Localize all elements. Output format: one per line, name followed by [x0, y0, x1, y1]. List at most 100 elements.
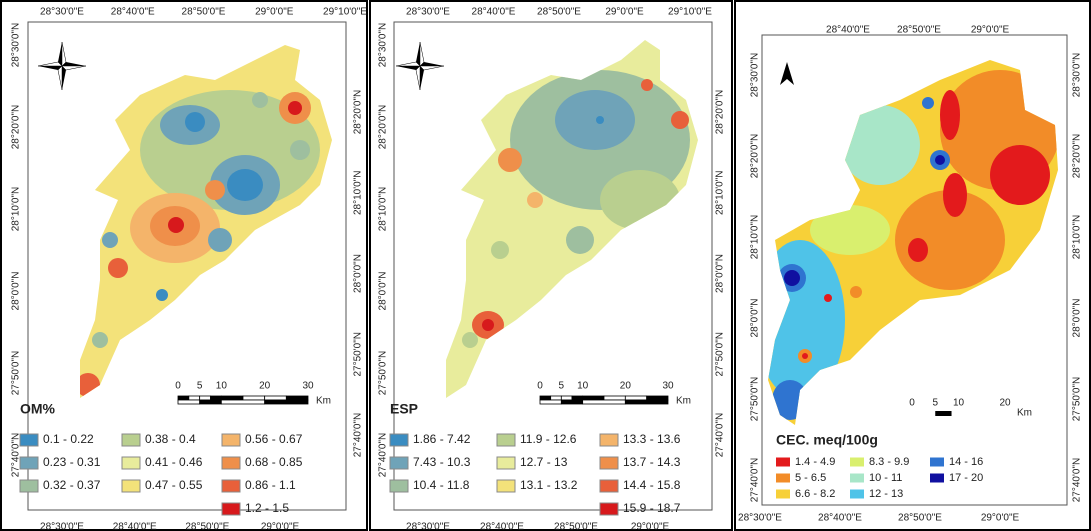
legend-swatch: [121, 479, 141, 493]
legend-swatch: [19, 433, 39, 447]
longitude-label: 29°0'0"E: [261, 522, 300, 531]
legend-label: 5 - 6.5: [795, 472, 826, 484]
longitude-label: 29°0'0"E: [971, 25, 1010, 36]
compass-rose: [395, 41, 445, 91]
scale-segment: [242, 395, 266, 401]
latitude-label: 28°10'0"N: [353, 171, 364, 216]
scale-segment: [539, 395, 552, 401]
legend-swatch: [221, 479, 241, 493]
longitude-label: 28°30'0"E: [738, 513, 782, 524]
latitude-label: 28°30'0"N: [378, 23, 389, 68]
legend-label: 0.23 - 0.31: [43, 455, 101, 469]
legend-label: 14.4 - 15.8: [623, 478, 681, 492]
legend-swatch: [19, 456, 39, 470]
legend-swatch: [850, 473, 864, 483]
legend-label: 13.3 - 13.6: [623, 432, 681, 446]
legend-swatch: [389, 456, 409, 470]
legend-label: 14 - 16: [949, 456, 983, 468]
legend-label: 0.86 - 1.1: [245, 478, 296, 492]
legend-swatch: [776, 457, 790, 467]
scale-label: 10: [216, 381, 228, 392]
legend-label: 13.1 - 13.2: [520, 478, 578, 492]
scale-segment: [582, 395, 605, 401]
legend-swatch: [776, 489, 790, 499]
longitude-label: 29°10'0"E: [668, 7, 712, 18]
latitude-label: 27°50'0"N: [1072, 377, 1083, 422]
scale-segment: [582, 399, 626, 405]
longitude-label: 28°30'0"E: [406, 7, 450, 18]
longitude-label: 28°40'0"E: [818, 513, 862, 524]
scale-segment: [646, 395, 669, 401]
legend-label: 0.1 - 0.22: [43, 432, 94, 446]
legend-label: 8.3 - 9.9: [869, 456, 909, 468]
legend-label: 12.7 - 13: [520, 455, 568, 469]
longitude-label: 28°40'0"E: [111, 7, 155, 18]
latitude-label: 28°20'0"N: [1072, 134, 1083, 179]
panel-frame: [734, 0, 1091, 531]
scale-segment: [177, 395, 190, 401]
scale-label: 30: [302, 381, 314, 392]
legend-label: 1.4 - 4.9: [795, 456, 835, 468]
scale-label: 10: [953, 398, 965, 409]
scale-segment: [560, 395, 573, 401]
scale-segment: [220, 399, 266, 405]
legend-label: 0.32 - 0.37: [43, 478, 101, 492]
scale-unit: Km: [316, 396, 331, 407]
scale-label: 30: [662, 381, 674, 392]
longitude-label: 28°30'0"E: [40, 7, 84, 18]
scale-unit: Km: [1017, 408, 1032, 419]
longitude-label: 29°0'0"E: [631, 522, 670, 531]
longitude-label: 29°0'0"E: [981, 513, 1020, 524]
panel-frame: [0, 0, 368, 531]
latitude-label: 28°0'0"N: [11, 272, 22, 311]
latitude-label: 28°20'0"N: [750, 134, 761, 179]
scale-segment: [264, 399, 309, 405]
longitude-label: 29°0'0"E: [255, 7, 294, 18]
legend-swatch: [599, 502, 619, 516]
scale-segment: [624, 399, 669, 405]
scale-label: 20: [999, 398, 1011, 409]
legend-label: 7.43 - 10.3: [413, 455, 471, 469]
legend-label: 17 - 20: [949, 472, 983, 484]
latitude-label: 28°20'0"N: [353, 90, 364, 135]
latitude-label: 27°40'0"N: [750, 458, 761, 503]
latitude-label: 28°20'0"N: [378, 105, 389, 150]
legend-swatch: [221, 502, 241, 516]
legend-swatch: [850, 457, 864, 467]
longitude-label: 29°10'0"E: [323, 7, 367, 18]
legend-swatch: [599, 433, 619, 447]
north-arrow: [780, 62, 794, 85]
latitude-label: 27°50'0"N: [353, 332, 364, 377]
latitude-label: 27°40'0"N: [378, 433, 389, 478]
latitude-label: 28°10'0"N: [11, 187, 22, 232]
longitude-label: 28°50'0"E: [182, 7, 226, 18]
latitude-label: 28°30'0"N: [1072, 53, 1083, 98]
legend-swatch: [389, 479, 409, 493]
scale-segment: [210, 395, 222, 401]
legend-label: 10 - 11: [869, 472, 902, 484]
latitude-label: 28°20'0"N: [715, 90, 726, 135]
scale-label: 5: [932, 398, 938, 409]
legend-label: 11.9 - 12.6: [520, 432, 577, 446]
legend-swatch: [850, 489, 864, 499]
map-frame: [27, 21, 347, 511]
scale-label: 0: [537, 381, 543, 392]
longitude-label: 28°50'0"E: [898, 513, 942, 524]
scale-segment: [177, 399, 201, 405]
legend-swatch: [221, 433, 241, 447]
latitude-label: 27°40'0"N: [715, 413, 726, 458]
legend-label: 0.68 - 0.85: [245, 455, 303, 469]
scale-segment: [560, 399, 584, 405]
latitude-label: 27°40'0"N: [1072, 458, 1083, 503]
legend-label: 12 - 13: [869, 488, 903, 500]
scale-label: 5: [559, 381, 565, 392]
scale-segment: [199, 395, 211, 401]
panel-frame: [369, 0, 733, 531]
legend-swatch: [121, 456, 141, 470]
latitude-label: 27°50'0"N: [11, 351, 22, 396]
latitude-label: 28°10'0"N: [378, 187, 389, 232]
latitude-label: 28°0'0"N: [750, 299, 761, 338]
longitude-label: 28°40'0"E: [472, 7, 516, 18]
longitude-label: 28°40'0"E: [826, 25, 870, 36]
